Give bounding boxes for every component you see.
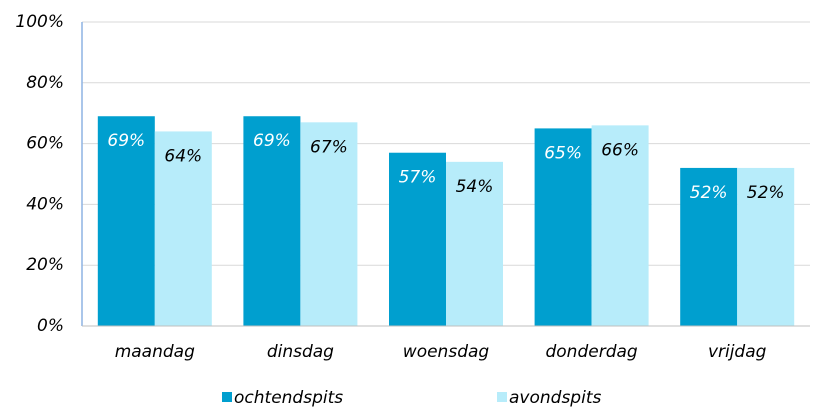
- data-label: 67%: [310, 137, 348, 157]
- data-label: 65%: [544, 143, 582, 163]
- legend-swatch: [222, 392, 232, 402]
- legend-label: ochtendspits: [234, 388, 343, 407]
- x-tick-label: woensdag: [403, 342, 490, 362]
- bar: [154, 131, 212, 326]
- data-label: 52%: [747, 183, 785, 203]
- data-label: 57%: [399, 168, 437, 188]
- x-tick-label: maandag: [115, 342, 195, 362]
- data-label: 69%: [107, 131, 145, 151]
- data-label: 52%: [690, 183, 728, 203]
- bar: [446, 161, 503, 326]
- bar: [97, 116, 155, 327]
- data-label: 66%: [601, 140, 639, 160]
- bar: [534, 128, 592, 326]
- y-tick-label: 60%: [26, 134, 64, 154]
- bar: [389, 152, 446, 326]
- legend-label: avondspits: [509, 388, 601, 407]
- x-tick-label: dinsdag: [267, 342, 334, 362]
- data-label: 54%: [456, 177, 494, 197]
- bar: [591, 125, 649, 326]
- bar: [243, 116, 301, 327]
- bar: [680, 167, 738, 326]
- data-label: 64%: [164, 146, 202, 166]
- y-tick-label: 20%: [26, 255, 64, 275]
- y-tick-label: 80%: [26, 73, 64, 93]
- legend-swatch: [497, 392, 507, 402]
- x-tick-label: donderdag: [545, 342, 637, 362]
- x-tick-label: vrijdag: [708, 342, 767, 362]
- data-label: 69%: [253, 131, 291, 151]
- bar: [737, 167, 795, 326]
- y-tick-label: 0%: [37, 316, 64, 336]
- bar: [300, 122, 358, 326]
- y-tick-label: 40%: [26, 194, 64, 214]
- y-tick-label: 100%: [15, 12, 64, 32]
